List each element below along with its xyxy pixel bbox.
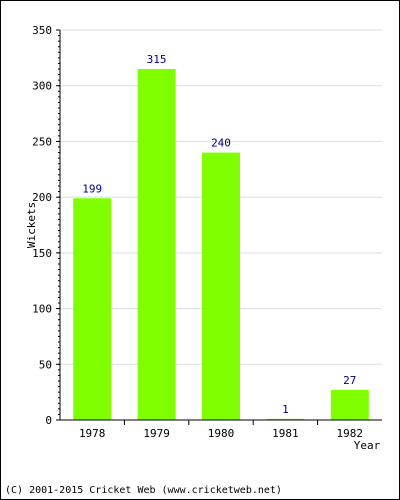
grid-layer (60, 29, 382, 365)
y-axis-title: Wickets (25, 202, 38, 248)
label-layer: 0 50 100 150 200 250 300 350 199 1978 315 1979 240 19… (32, 24, 363, 440)
y-tick-label: 200 (32, 191, 52, 204)
x-tick-label: 1981 (272, 427, 299, 440)
x-axis-title: Year (354, 439, 381, 452)
bar-layer (73, 69, 369, 421)
y-tick-label: 100 (32, 303, 52, 316)
bar (330, 389, 369, 420)
data-label: 27 (343, 374, 356, 387)
y-tick-label: 50 (39, 358, 52, 371)
data-label: 240 (211, 137, 231, 150)
y-tick-label: 300 (32, 80, 52, 93)
x-tick-label: 1982 (337, 427, 364, 440)
bar (202, 152, 240, 421)
bar (73, 198, 112, 420)
bar (266, 418, 305, 420)
data-label: 1 (282, 403, 289, 416)
x-tick-label: 1980 (208, 427, 235, 440)
copyright-text: (C) 2001-2015 Cricket Web (www.cricketwe… (5, 485, 282, 496)
data-label: 315 (147, 53, 167, 66)
bar (137, 69, 176, 420)
data-label: 199 (82, 182, 102, 195)
y-tick-label: 350 (32, 24, 52, 37)
y-tick-label: 250 (32, 135, 52, 148)
x-tick-label: 1979 (143, 427, 170, 440)
x-tick-label: 1978 (79, 427, 106, 440)
y-tick-label: 150 (32, 247, 52, 260)
y-tick-label: 0 (45, 414, 52, 427)
axis-layer (56, 29, 382, 425)
